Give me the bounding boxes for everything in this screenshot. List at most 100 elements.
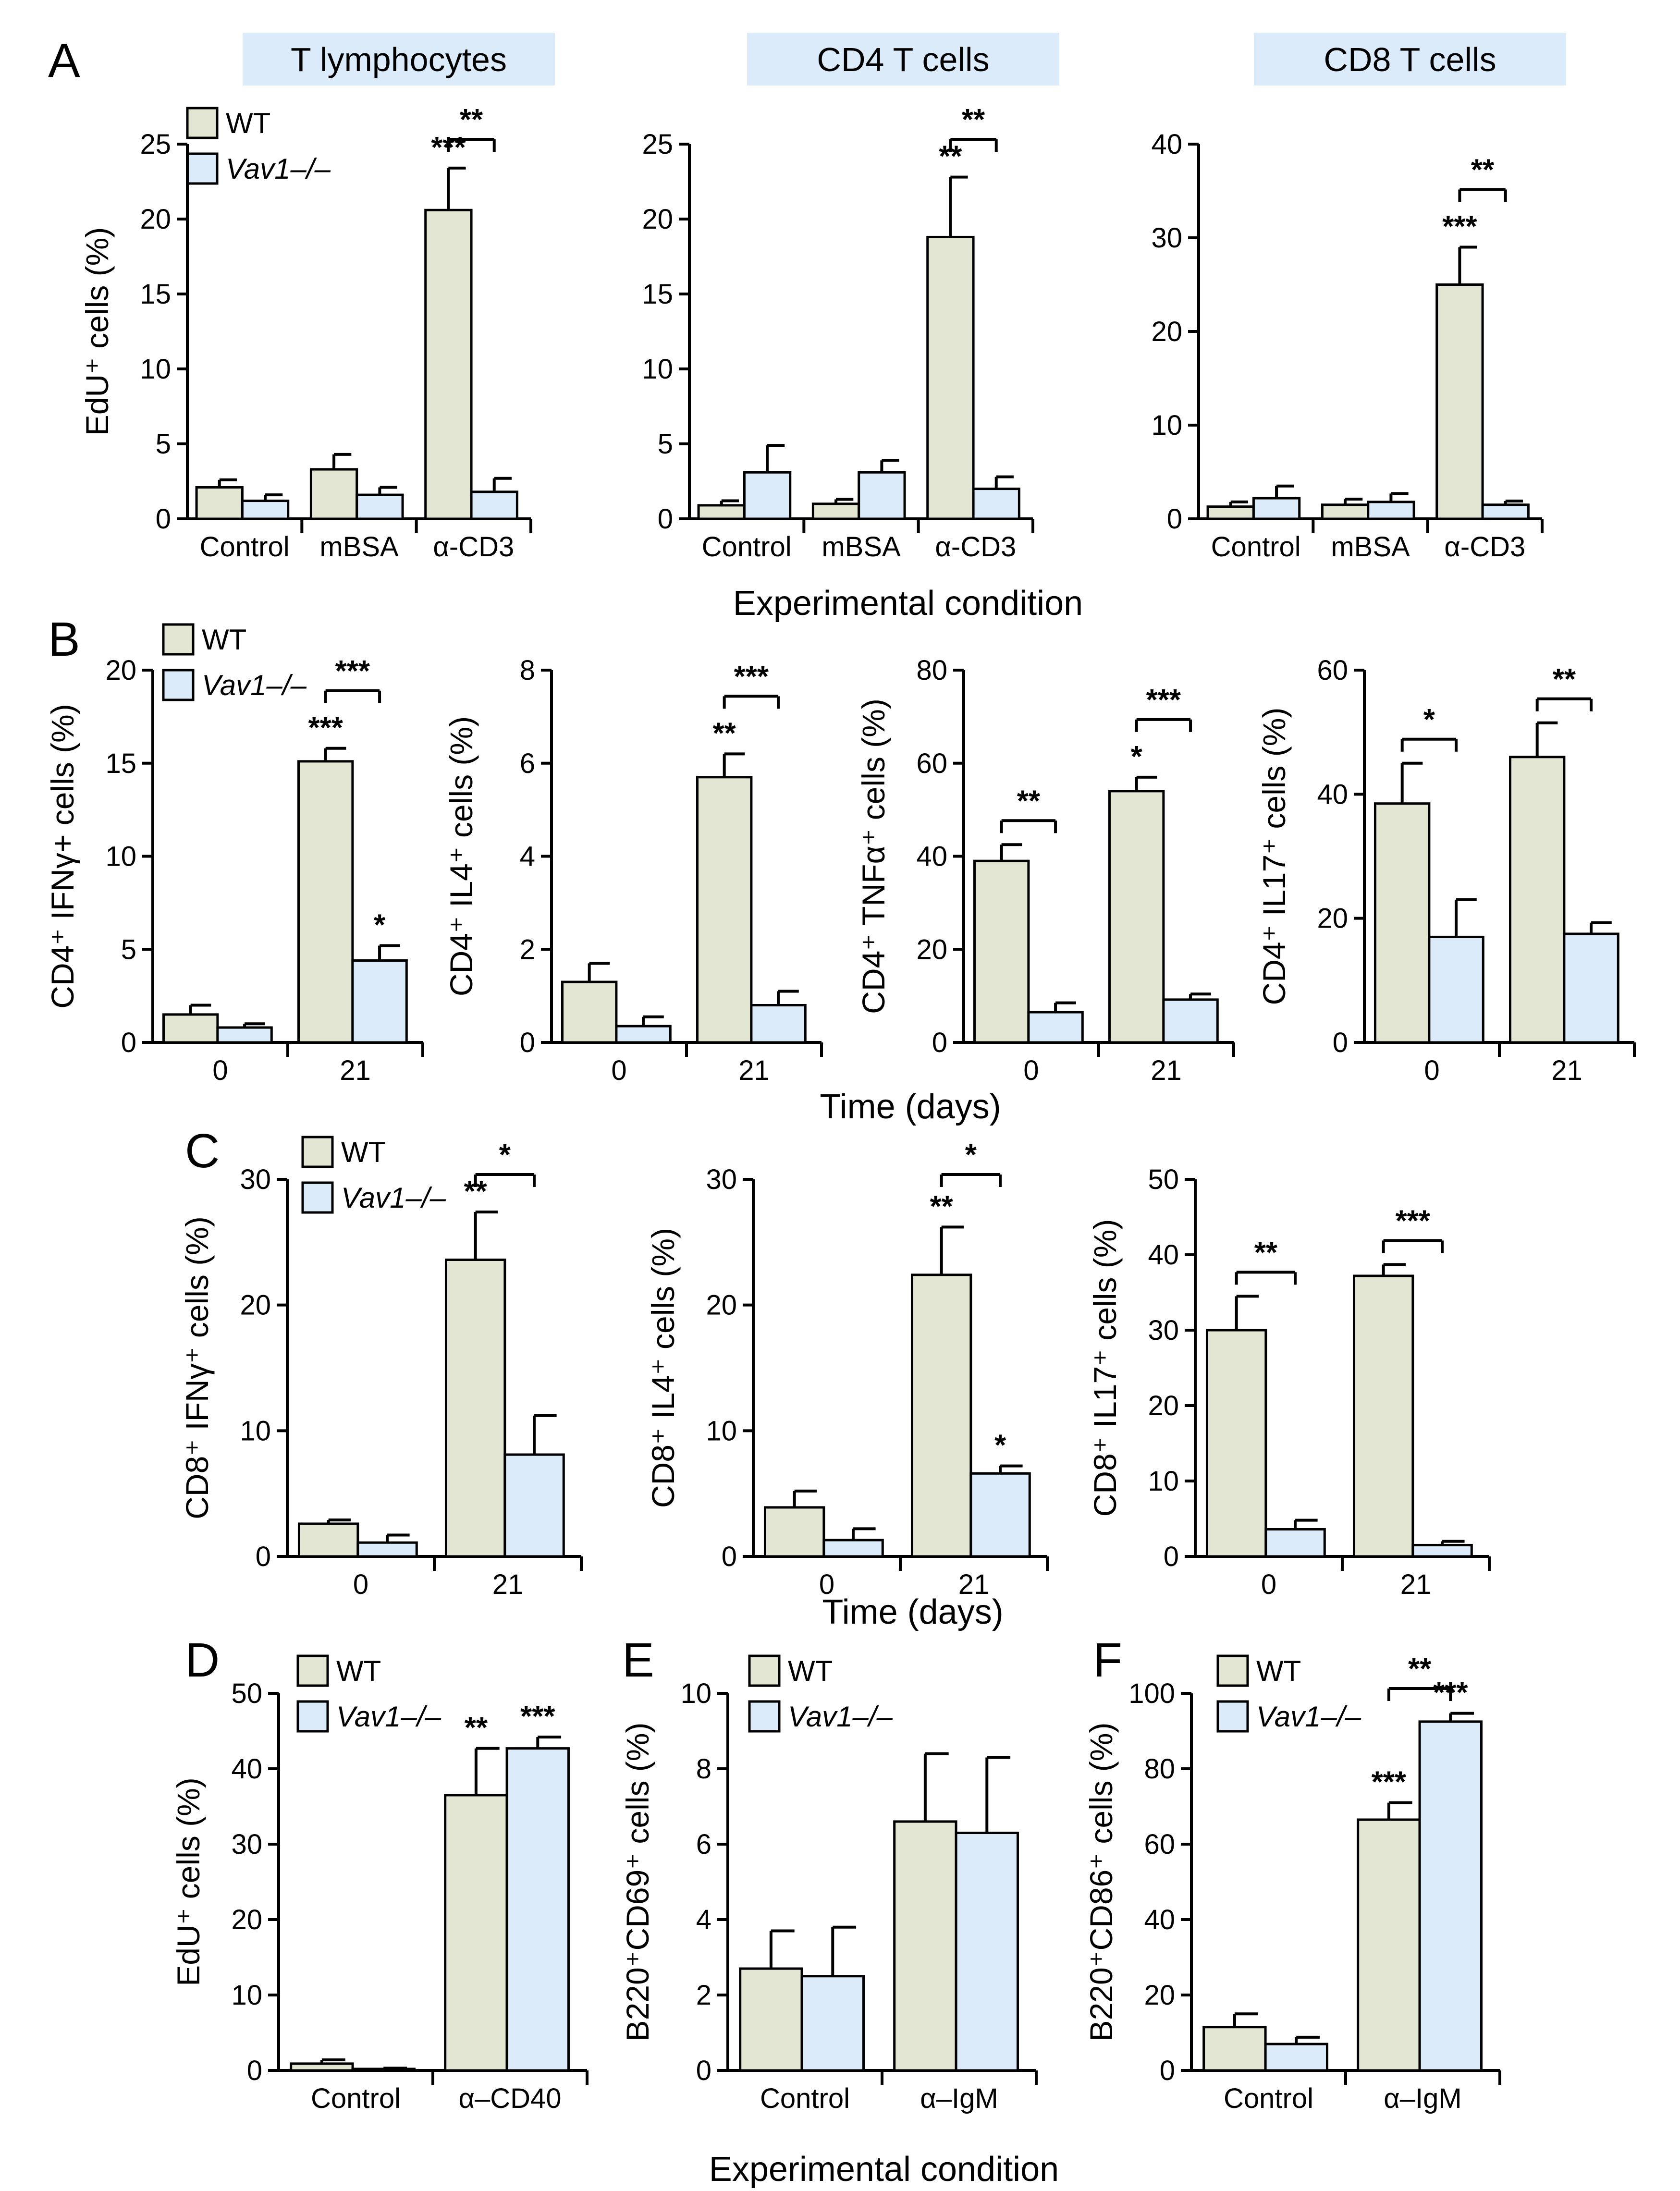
x-title-panel-def: Experimental condition: [709, 2150, 1059, 2189]
x-tick-label-0: 0: [212, 1055, 228, 1086]
bar-vav1-cd3: [1481, 503, 1530, 520]
y-tick-label: 0: [1167, 503, 1182, 535]
bracket-star: ***: [1396, 1204, 1431, 1237]
panel-title-cd4-t-cells: CD4 T cells: [817, 41, 989, 78]
bracket-star: **: [1553, 663, 1576, 696]
y-tick-label: 20: [105, 655, 136, 686]
y-tick-label: 0: [722, 1541, 737, 1572]
bar-wt-21: [1108, 790, 1165, 1044]
y-tick-label: 4: [520, 841, 535, 872]
x-tick-label-21: 21: [1551, 1055, 1582, 1086]
y-tick-label: 80: [916, 655, 947, 686]
y-tick-label: 15: [642, 279, 673, 310]
y-tick-label: 10: [642, 354, 673, 385]
bar-vav1-21: [969, 1472, 1031, 1558]
bar-vav1-igm: [1418, 1720, 1483, 2072]
bar-vav1-21: [503, 1453, 565, 1558]
chart-edu-b-cells: 0 10 20 30 40 50 Control α–CD40 EdU⁺ cells (%) **…: [171, 1678, 589, 2114]
legend-label-wt: WT: [226, 107, 270, 139]
y-tick-label: 0: [1160, 2055, 1175, 2086]
y-tick-label: 30: [706, 1164, 737, 1195]
y-tick-label: 20: [706, 1290, 737, 1321]
y-tick-label: 20: [1144, 1980, 1175, 2011]
x-tick-label-control: Control: [760, 2083, 850, 2114]
legend-swatch-wt: [1216, 1654, 1249, 1687]
y-tick-label: 30: [1151, 222, 1182, 254]
x-tick-label-21: 21: [340, 1055, 371, 1086]
y-tick-label: 0: [932, 1027, 947, 1058]
bar-vav1-0: [216, 1026, 273, 1044]
y-tick-label: 20: [140, 204, 171, 235]
y-tick-label: 25: [642, 129, 673, 160]
bracket-star: *: [499, 1138, 511, 1172]
x-tick-label-control: Control: [702, 531, 792, 563]
y-tick-label: 20: [1317, 903, 1348, 934]
y-axis-label: EdU⁺ cells (%): [79, 227, 115, 436]
bar-vav1-0: [822, 1539, 884, 1558]
x-tick-label-21: 21: [492, 1569, 524, 1600]
legend-swatch-wt: [186, 107, 219, 139]
bar-vav1-21: [1563, 932, 1619, 1044]
legend-label-vav1: Vav1–/–: [202, 669, 307, 701]
x-title-panel-b: Time (days): [820, 1088, 1001, 1126]
y-tick-label: 8: [520, 655, 535, 686]
y-tick-label: 40: [916, 841, 947, 872]
legend-label-wt: WT: [341, 1136, 386, 1168]
legend-swatch-vav1: [186, 152, 219, 185]
bracket-star: *: [1423, 703, 1435, 736]
legend-label-wt: WT: [788, 1655, 833, 1687]
y-tick-label: 8: [696, 1753, 711, 1785]
bar-wt-igm: [893, 1820, 957, 2072]
x-tick-label-21: 21: [738, 1055, 770, 1086]
x-tick-label-0: 0: [353, 1569, 368, 1600]
legend-swatch-wt: [748, 1654, 781, 1687]
y-tick-label: 40: [1151, 129, 1182, 160]
chart-edu-t-lymphocytes: 0 5 10 15 20 25 Control mBSA α-CD3 EdU⁺ cells (%)…: [79, 103, 532, 563]
y-tick-label: 10: [706, 1415, 737, 1446]
bar-vav1-cd40: [505, 1747, 570, 2072]
bar-wt-21: [696, 776, 753, 1044]
bar-vav1-control: [800, 1975, 865, 2072]
y-tick-label: 20: [1148, 1390, 1179, 1421]
panel-title-cd8-t-cells: CD8 T cells: [1324, 41, 1496, 78]
x-tick-label-0: 0: [611, 1055, 626, 1086]
x-tick-label-mbsa: mBSA: [1331, 531, 1410, 563]
legend-panel-c: WT Vav1–/–: [301, 1136, 446, 1214]
y-tick-label: 5: [658, 428, 673, 460]
bar-vav1-0: [1264, 1528, 1326, 1558]
y-tick-label: 40: [1144, 1904, 1175, 1935]
panel-letter-F: F: [1093, 1633, 1122, 1687]
significance-star: *: [374, 909, 386, 942]
x-tick-label-0: 0: [1261, 1569, 1276, 1600]
bar-vav1-control: [1264, 2043, 1328, 2072]
bracket-star: **: [1408, 1652, 1432, 1686]
chart-b220-cd69: 0 2 4 6 8 10 Control α–IgM B220⁺CD69⁺ cells (%): [620, 1678, 1038, 2114]
legend-label-wt: WT: [1256, 1655, 1301, 1687]
y-tick-label: 15: [105, 748, 136, 779]
x-tick-label-0: 0: [1424, 1055, 1439, 1086]
legend-swatch-wt: [301, 1136, 334, 1168]
legend-label-wt: WT: [202, 624, 246, 656]
y-tick-label: 15: [140, 279, 171, 310]
x-tick-label-control: Control: [200, 531, 290, 563]
bar-wt-cd3: [424, 208, 473, 520]
y-tick-label: 20: [916, 934, 947, 965]
bar-wt-0: [561, 980, 618, 1044]
bar-wt-21: [1508, 756, 1566, 1044]
legend-panel-d: WT Vav1–/–: [296, 1654, 441, 1733]
y-tick-label: 40: [1148, 1239, 1179, 1271]
y-tick-label: 0: [247, 2055, 262, 2086]
y-tick-label: 0: [658, 503, 673, 535]
bar-wt-0: [1373, 802, 1431, 1044]
significance-star: **: [465, 1712, 488, 1745]
bracket-star: **: [460, 103, 483, 136]
y-axis-label: CD4⁺ TNFα⁺ cells (%): [856, 698, 891, 1014]
y-tick-label: 60: [916, 748, 947, 779]
x-tick-label-control: Control: [1224, 2083, 1313, 2114]
bar-wt-control: [697, 504, 746, 520]
bar-wt-cd3: [926, 235, 975, 520]
